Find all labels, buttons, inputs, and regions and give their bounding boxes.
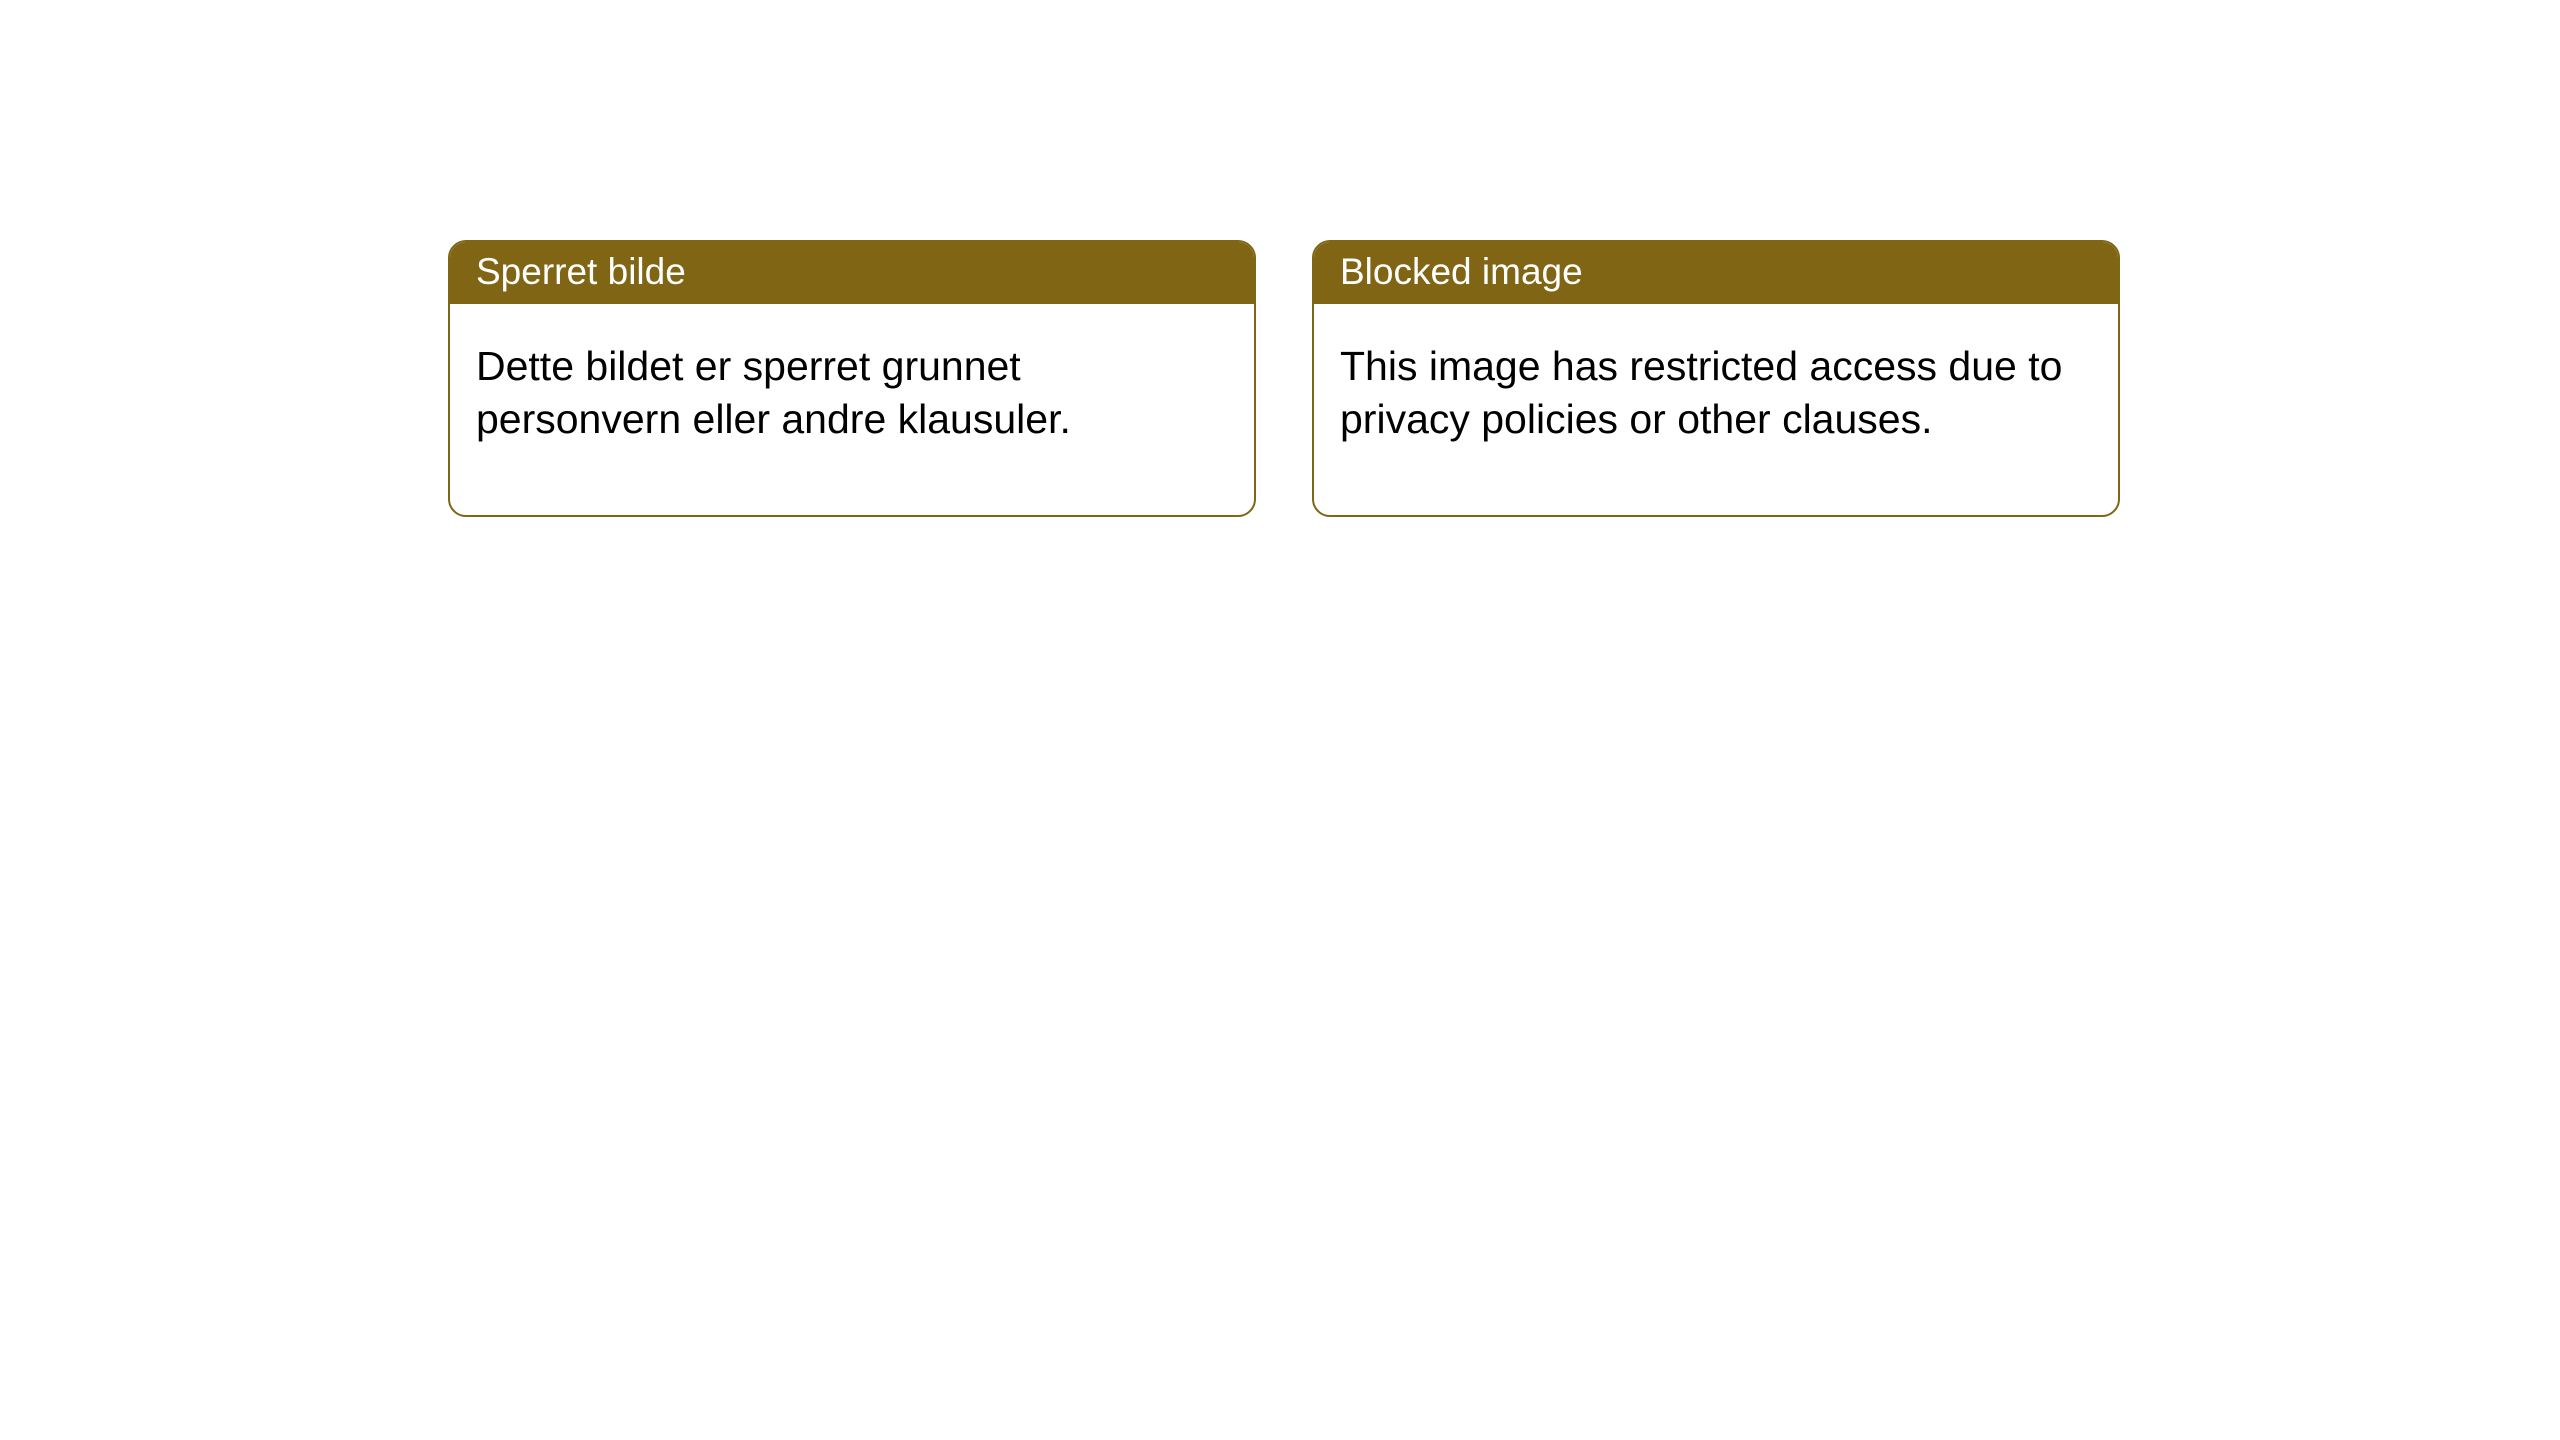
- blocked-image-card-en: Blocked image This image has restricted …: [1312, 240, 2120, 517]
- card-body-en: This image has restricted access due to …: [1314, 304, 2118, 515]
- card-body-no: Dette bildet er sperret grunnet personve…: [450, 304, 1254, 515]
- card-title-no: Sperret bilde: [450, 242, 1254, 304]
- card-title-en: Blocked image: [1314, 242, 2118, 304]
- blocked-image-cards: Sperret bilde Dette bildet er sperret gr…: [448, 240, 2120, 517]
- blocked-image-card-no: Sperret bilde Dette bildet er sperret gr…: [448, 240, 1256, 517]
